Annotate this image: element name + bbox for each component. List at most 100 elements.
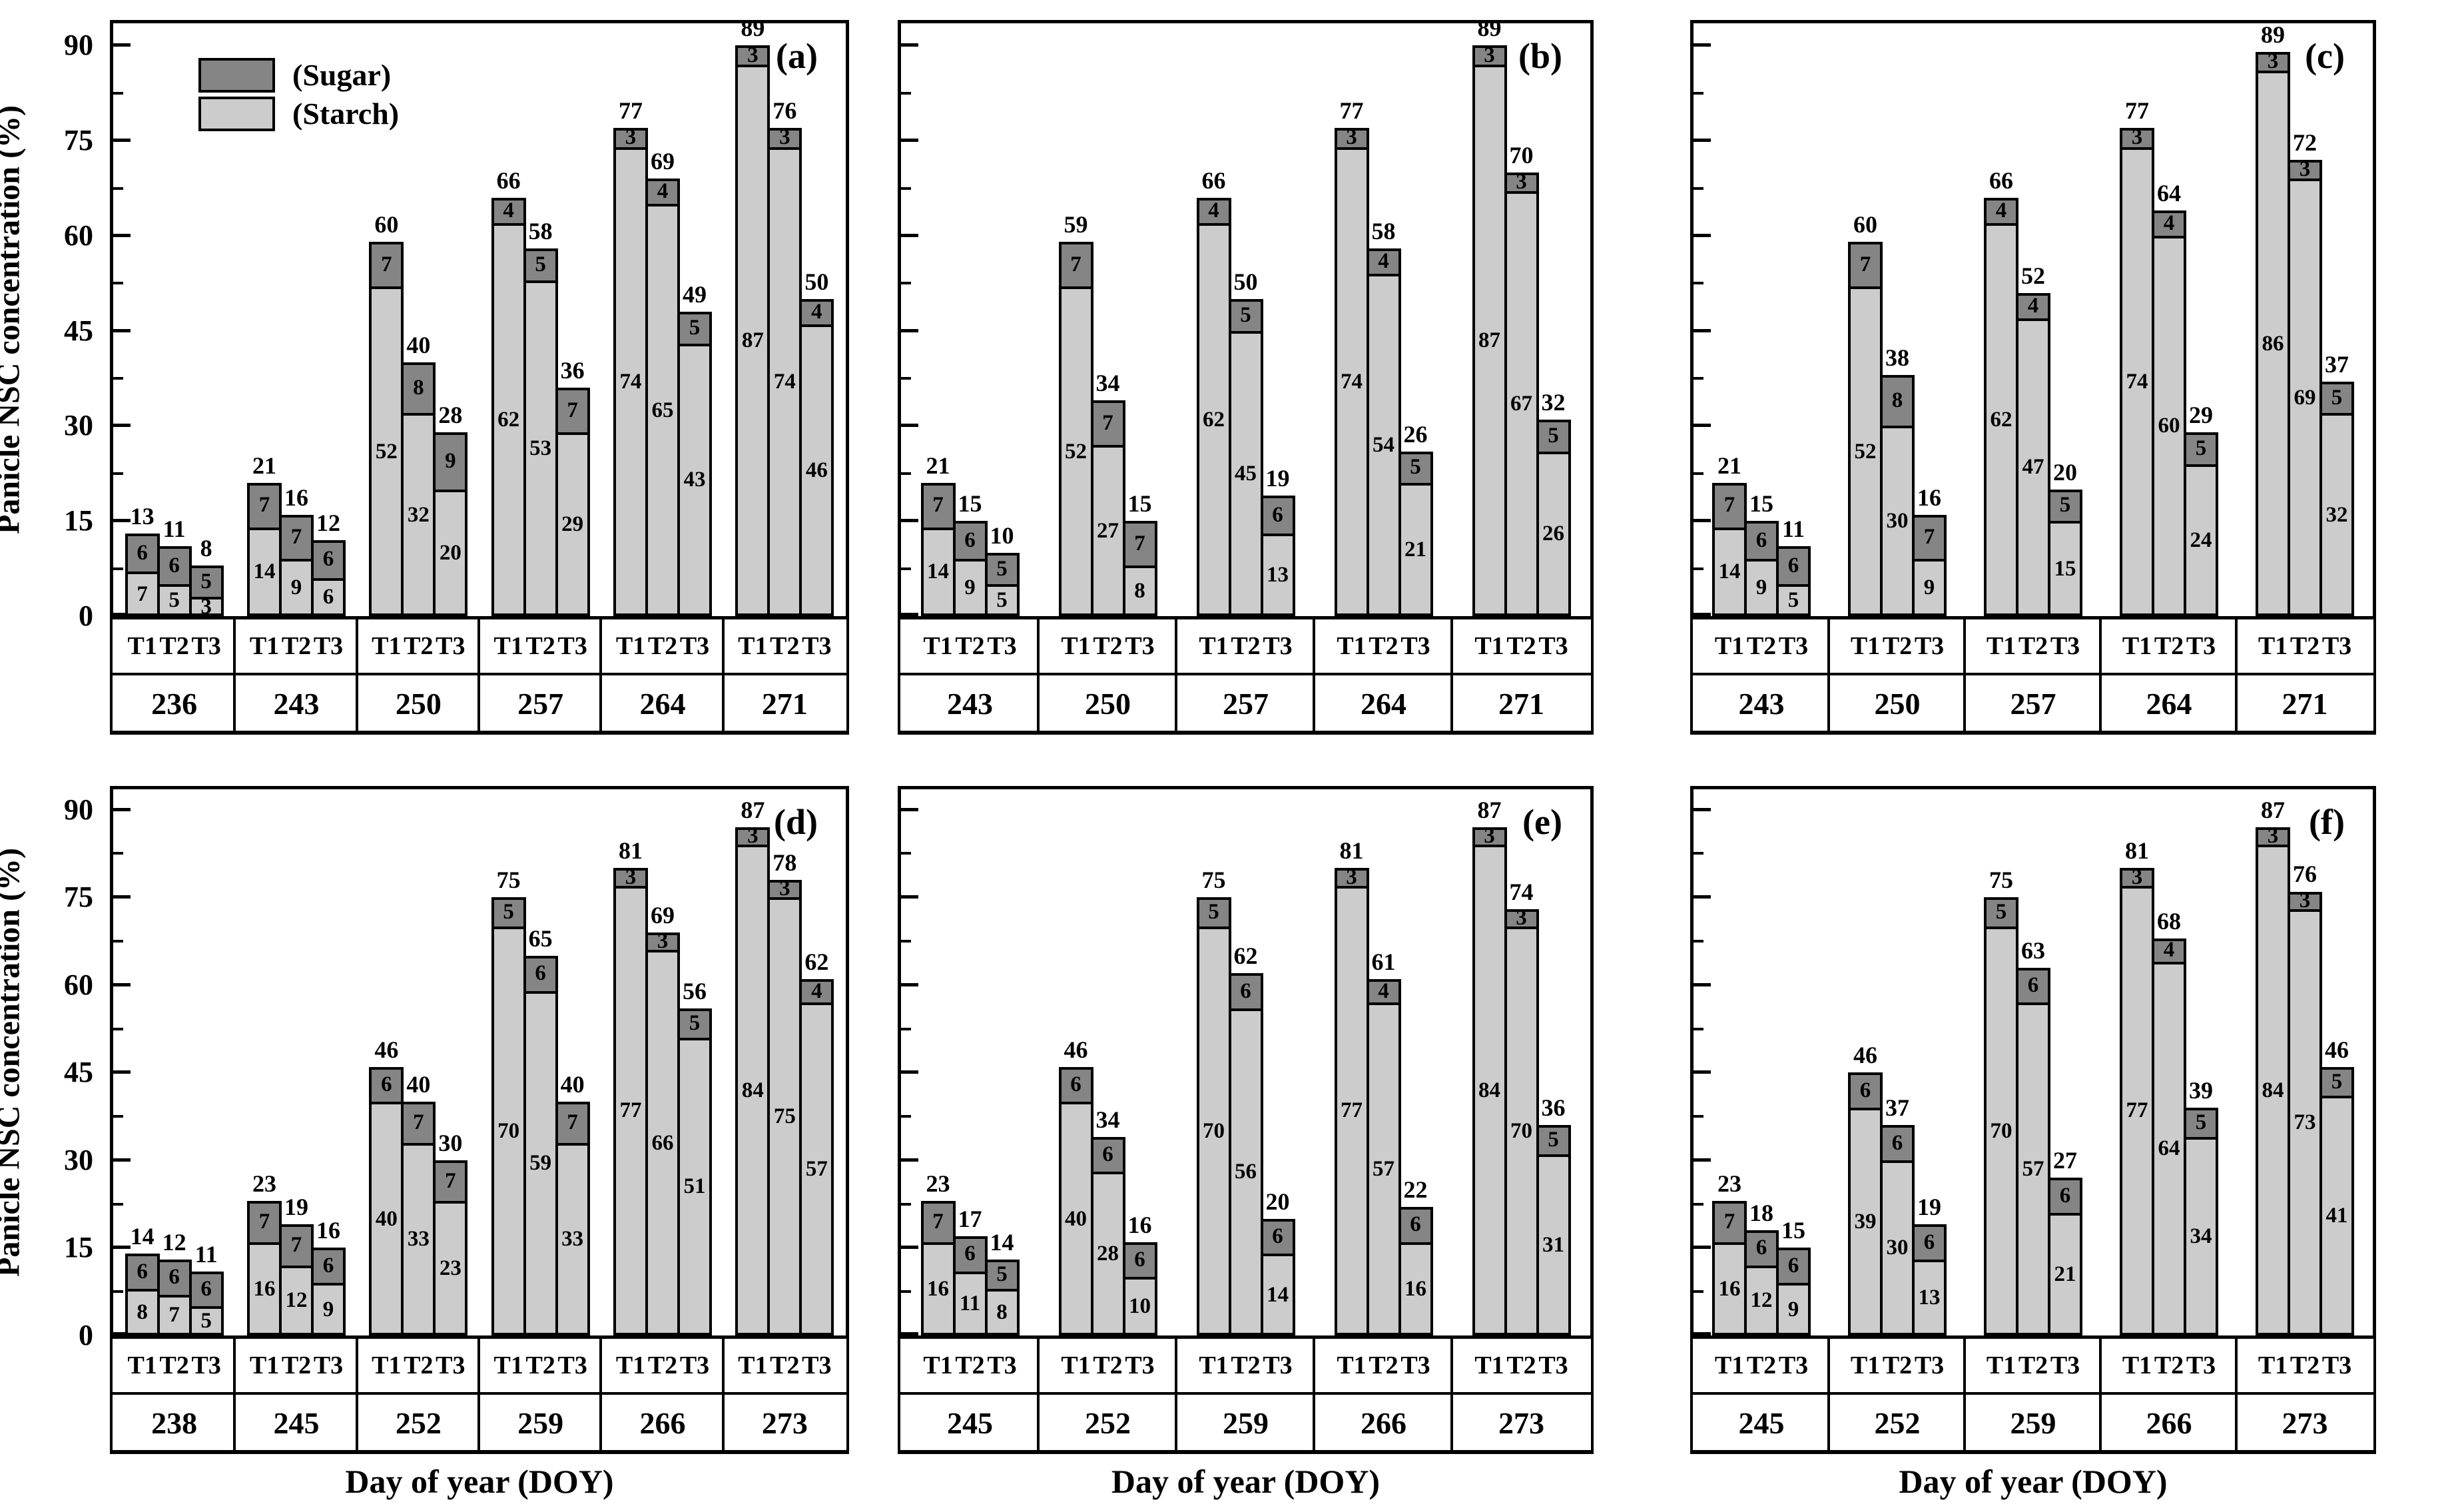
bar-sugar-segment [2048,1178,2082,1216]
bar-starch-segment [2288,179,2322,616]
bar-starch-value: 70 [1510,1119,1532,1144]
x-axis-title: Day of year (DOY) [345,1463,614,1500]
group-separator [1175,675,1177,731]
bar-sugar-value: 5 [1995,900,2007,925]
bar-total-value: 19 [284,1194,308,1221]
y-tick-major [113,519,131,523]
bar-sugar-segment [799,979,834,1006]
doy-label: 245 [273,1405,320,1440]
bar-starch-value: 52 [375,439,398,464]
group-separator [2235,1395,2238,1450]
legend: (Sugar) (Starch) [198,58,399,131]
treatment-label: T2 [1882,632,1913,660]
y-tick-minor [113,91,123,95]
plot-area: (b) 14 7 21 9 6 15 5 5 10 52 7 59 27 7 34 8 7 15 62 4 66 45 5 50… [898,16,1594,619]
bar-sugar-value: 5 [1548,423,1559,448]
bar-sugar-value: 7 [1134,531,1145,556]
group-separator [2099,619,2102,673]
group-separator [1313,619,1315,673]
treatment-label: T3 [2321,632,2352,660]
bar-starch-value: 39 [1854,1209,1877,1234]
bar-sugar-value: 6 [200,1276,212,1301]
bar-sugar-segment [1848,1072,1883,1110]
y-tick-major [113,807,131,811]
doy-label: 259 [1223,1405,1269,1440]
group-separator [2235,675,2238,731]
bar-sugar-segment [1196,197,1231,226]
bar-total-value: 56 [683,977,707,1004]
bar-starch-value: 41 [2325,1204,2348,1228]
treatment-label: T3 [1263,1351,1293,1379]
bar-total-value: 89 [1477,15,1502,42]
y-tick-minor [113,282,123,285]
bar-total-value: 46 [1064,1036,1088,1063]
bar-sugar-value: 4 [811,300,822,324]
bar-starch-value: 87 [741,328,764,352]
bar-starch-value: 28 [1097,1242,1119,1266]
bar-sugar-value: 5 [996,556,1008,581]
bar-sugar-value: 3 [747,824,759,849]
bar-starch-value: 30 [1886,509,1909,534]
bar-total-value: 15 [1127,490,1152,518]
bar-sugar-value: 9 [445,448,456,473]
group-separator [1450,675,1453,731]
y-tick-major [1694,43,1711,47]
treatment-label: T2 [2154,632,2184,660]
bar-total-value: 65 [528,925,553,952]
bar-total-value: 77 [619,97,643,125]
group-separator [1175,619,1177,673]
bar-starch-segment [555,1142,590,1335]
bar-total-value: 21 [252,452,276,480]
bar-sugar-segment [2016,967,2050,1006]
bar-starch-value: 62 [1203,407,1225,432]
doy-label: 271 [1498,686,1544,721]
bar-sugar-segment [952,521,988,562]
y-tick-major [1694,982,1711,986]
y-tick-minor [901,187,911,190]
bar-total-value: 26 [1403,420,1428,448]
treatment-label: T3 [2050,1351,2080,1379]
bar-total-value: 76 [772,97,797,125]
bar-sugar-segment [2288,159,2322,182]
treatment-label: T2 [404,632,434,660]
bar-starch-value: 3 [200,594,212,619]
bar-sugar-value: 7 [567,398,578,422]
bar-starch-value: 84 [2262,1078,2284,1102]
y-tick-minor [113,1290,123,1294]
treatment-label: T3 [1538,632,1568,660]
bar-sugar-segment [2319,1066,2354,1099]
bar-sugar-value: 6 [964,528,976,552]
bar-starch-segment [677,343,712,616]
group-separator [233,1339,236,1392]
group-separator [477,619,480,673]
doy-label: 257 [2010,686,2056,721]
plot-area: (c) 14 7 21 9 6 15 5 6 11 52 7 60 30 8 38 9 7 16 62 4 66 47 4 52… [1690,20,2376,619]
treatment-label: T3 [802,1351,832,1379]
y-tick-major [113,1332,131,1335]
bar-starch-value: 8 [137,1300,148,1324]
bar-starch-segment [2048,1212,2082,1335]
bar-total-value: 76 [2293,861,2317,888]
bar-total-value: 12 [316,509,340,536]
treatment-label: T1 [127,1351,157,1379]
doy-label: 243 [273,686,320,721]
treatment-label: T1 [2258,632,2288,660]
bar-total-value: 20 [2053,458,2077,486]
group-separator [1175,1339,1177,1392]
treatment-label: T2 [955,632,985,660]
bar-total-value: 37 [1885,1094,1909,1122]
treatment-label: T1 [372,1351,402,1379]
bar-sugar-segment [1122,521,1157,568]
bar-starch-value: 24 [2190,528,2212,552]
y-tick-minor [113,567,123,570]
doy-label: 236 [151,686,198,721]
doy-label: 273 [2282,1405,2328,1440]
y-tick-major [113,424,131,428]
bar-total-value: 87 [2261,797,2285,824]
bar-total-value: 60 [1853,211,1877,238]
treatment-label: T3 [1914,1351,1945,1379]
treatment-label: T3 [436,632,465,660]
bar-sugar-value: 5 [2331,385,2343,410]
bar-sugar-value: 5 [1208,900,1219,925]
bar-starch-value: 8 [1134,578,1145,603]
